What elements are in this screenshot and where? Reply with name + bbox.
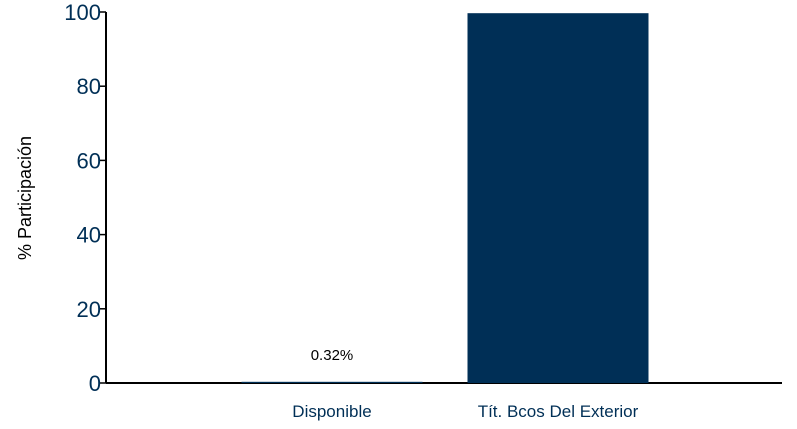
y-axis-tick-label: 20 <box>77 297 101 322</box>
x-axis-category-label: Tít. Bcos Del Exterior <box>478 402 639 421</box>
data-labels: 0.32% <box>311 347 354 364</box>
y-axis-label: % Participación <box>15 136 35 260</box>
y-axis-tick-label: 80 <box>77 74 101 99</box>
y-axis-tick-label: 0 <box>89 371 101 396</box>
bar-data-label: 0.32% <box>311 347 354 364</box>
bar <box>467 13 649 384</box>
y-axis-tick-label: 100 <box>64 0 101 25</box>
y-axis-tick-label: 60 <box>77 148 101 173</box>
x-axis-category-labels: Disponible Tít. Bcos Del Exterior <box>292 402 638 421</box>
y-axis-tick-labels: 0 20 40 60 80 100 <box>64 0 101 396</box>
y-axis-ticks <box>100 11 106 384</box>
bar-series <box>241 13 649 384</box>
bar <box>241 381 423 383</box>
y-axis-tick-label: 40 <box>77 223 101 248</box>
x-axis-category-label: Disponible <box>292 402 371 421</box>
